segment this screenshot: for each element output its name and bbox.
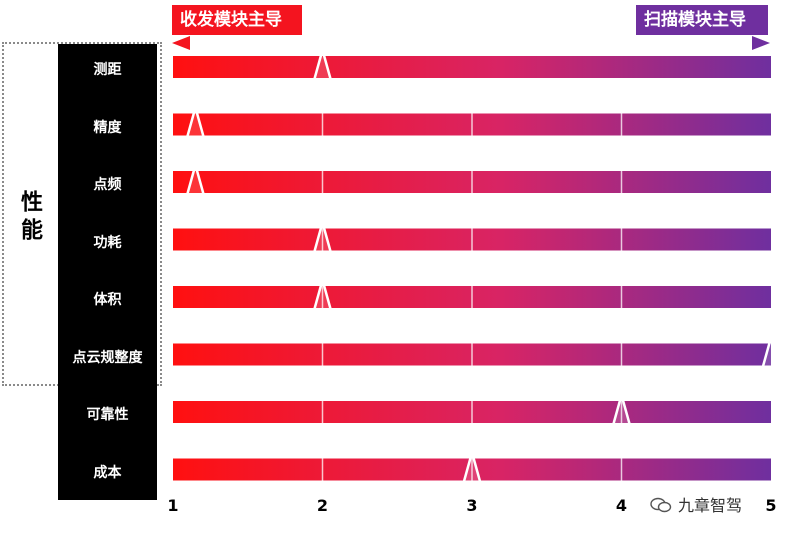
performance-group-label: 性能 (17, 190, 42, 246)
row-label: 功耗 (93, 234, 122, 251)
watermark-text: 九章智驾 (678, 496, 743, 515)
rating-bar (173, 56, 771, 78)
row-label: 成本 (93, 464, 122, 481)
rating-marker (759, 336, 783, 375)
rating-marker (460, 451, 484, 490)
scale-left-badge: 收发模块主导 (172, 5, 302, 35)
row-label-column (58, 44, 157, 500)
tick-label: 3 (466, 496, 478, 515)
row-label: 点频 (93, 177, 122, 193)
rating-marker (311, 48, 334, 88)
row-label: 体积 (93, 292, 122, 308)
tick-label: 1 (167, 496, 179, 515)
tick-label: 2 (316, 496, 329, 515)
rating-marker (184, 163, 207, 203)
rating-marker (311, 221, 334, 260)
row-label: 点云规整度 (72, 349, 143, 366)
rating-marker (184, 106, 207, 145)
scale-right-badge: 扫描模块主导 (636, 5, 768, 35)
row-label: 测距 (93, 62, 122, 78)
rating-marker (311, 278, 334, 318)
row-label: 可靠性 (86, 407, 129, 423)
wechat-icon (650, 497, 672, 513)
row-label: 精度 (93, 119, 122, 136)
tick-label: 5 (765, 496, 777, 515)
watermark: 九章智驾 (650, 492, 742, 516)
tick-label: 4 (615, 496, 628, 515)
scale-arrow (172, 36, 770, 50)
rating-marker (610, 393, 633, 433)
